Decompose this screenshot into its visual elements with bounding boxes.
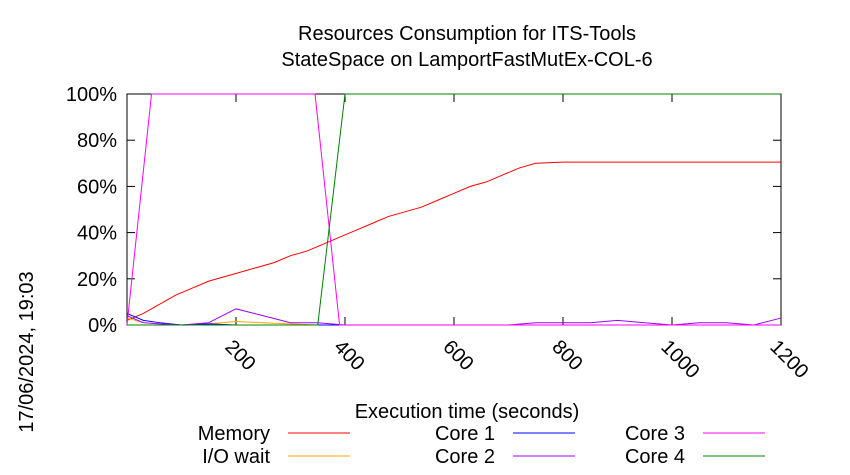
timestamp-label: 17/06/2024, 19:03 (16, 271, 38, 432)
legend-label: Memory (198, 423, 270, 445)
chart-title-line-1: Resources Consumption for ITS-Tools (298, 23, 636, 45)
chart-title-line-2: StateSpace on LamportFastMutEx-COL-6 (281, 49, 652, 71)
y-tick-label: 100% (66, 84, 117, 106)
legend-label: Core 1 (435, 423, 495, 445)
legend-label: Core 2 (435, 446, 495, 468)
legend-label: Core 3 (625, 423, 685, 445)
y-tick-label: 80% (77, 130, 117, 152)
x-tick-label: 600 (438, 336, 477, 375)
plot-frame (126, 93, 782, 326)
y-tick-label: 0% (88, 315, 117, 337)
x-tick-label: 200 (220, 336, 259, 375)
legend-label: I/O wait (202, 446, 270, 468)
series-line-core-3 (126, 93, 781, 326)
series-lines (126, 93, 782, 326)
x-tick-label: 800 (547, 336, 586, 375)
y-tick-label: 20% (77, 269, 117, 291)
series-line-memory (126, 161, 781, 321)
x-tick-label: 400 (329, 336, 368, 375)
x-tick-label: 1000 (656, 336, 703, 383)
series-line-core-4 (127, 93, 781, 326)
x-tick-label: 1200 (765, 336, 812, 383)
y-tick-label: 40% (77, 223, 117, 245)
y-axis: 0% 20% 40% 60% 80% 100% (66, 84, 781, 337)
y-tick-label: 60% (77, 176, 117, 198)
x-axis-label: Execution time (seconds) (355, 401, 580, 423)
legend-label: Core 4 (625, 446, 685, 468)
x-axis: 200 400 600 800 1000 1200 (220, 94, 812, 383)
